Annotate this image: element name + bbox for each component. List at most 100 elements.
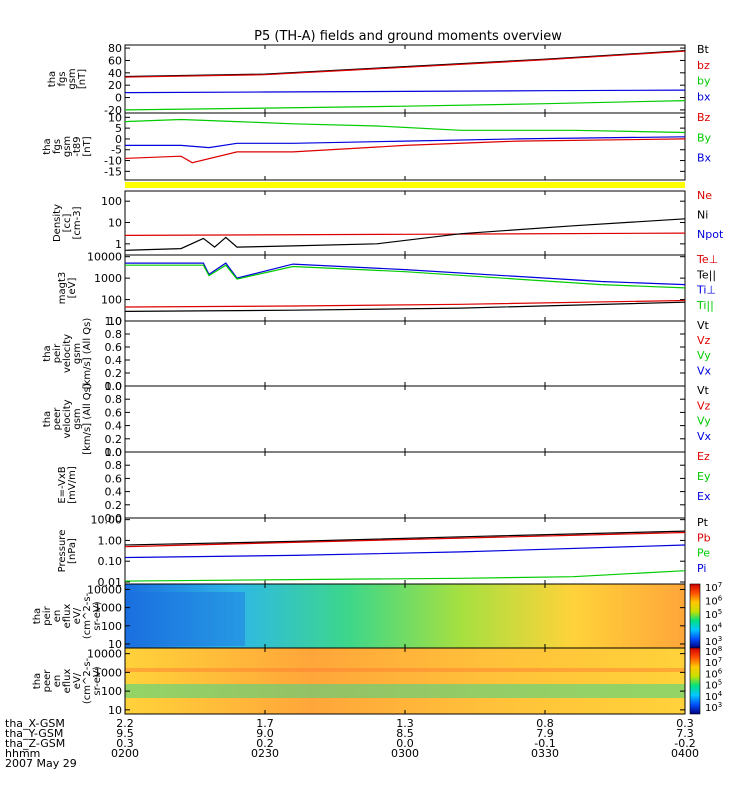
series-line-Ni (124, 218, 686, 251)
legend-label-Ex: Ex (697, 490, 711, 503)
legend-label-Ti⊥: Ti⊥ (696, 284, 716, 297)
y-tick-label: -10 (104, 155, 122, 168)
y-tick-label: 10 (108, 111, 122, 124)
y-axis-label-line: peir (52, 343, 63, 363)
y-axis-label-line: tha (32, 673, 43, 689)
y-tick-label: 0 (115, 133, 122, 146)
y-axis-label-line: fgs (57, 71, 68, 86)
y-tick-label: 1000 (94, 272, 122, 285)
y-tick-label: 60 (108, 54, 122, 67)
footer-value: 0300 (391, 747, 419, 760)
y-tick-label: 10000 (87, 251, 122, 264)
y-axis-label-line: eflux (62, 669, 73, 694)
footer-value: -0.2 (674, 737, 695, 750)
y-tick-label: 20 (108, 79, 122, 92)
y-tick-label: 0.0 (105, 512, 123, 525)
y-tick-label: 0.4 (105, 354, 123, 367)
y-axis-label-line: [nT] (77, 69, 88, 89)
panel-frame (124, 451, 686, 519)
y-axis-label-line: sr-eV) (92, 666, 103, 695)
footer-row-label: tha_X-GSM (5, 717, 65, 730)
legend-label-bx: bx (697, 90, 711, 103)
y-axis-label-line: tha (42, 411, 53, 427)
y-axis-label-line: en (52, 675, 63, 688)
y-tick-label: 0.8 (105, 393, 123, 406)
series-line-Pi (124, 544, 686, 559)
footer-value: 0.0 (396, 737, 414, 750)
legend-label-by: by (697, 75, 711, 88)
series-line-Ti|| (125, 264, 686, 289)
footer-value: 1.7 (256, 717, 274, 730)
footer-value: 0230 (251, 747, 279, 760)
y-tick-label: 0.2 (105, 433, 123, 446)
y-axis-label-line: eV/ (72, 607, 83, 624)
y-axis-label-line: gsm (72, 408, 83, 429)
colorbar-tick-label: 103 (705, 701, 722, 714)
legend-label-Pe: Pe (697, 547, 710, 560)
footer-value: 2.2 (116, 717, 134, 730)
legend-label-Ne: Ne (697, 189, 712, 202)
y-tick-label: 1.0 (105, 446, 123, 459)
y-tick-label: -5 (111, 144, 122, 157)
series-line-Bz (124, 138, 686, 164)
y-axis-label-line: eflux (62, 604, 73, 629)
footer-value: 0.3 (116, 737, 134, 750)
y-axis-label: tha peer en eflux eV/(cm^2-s-sr-eV) (32, 657, 103, 704)
y-axis-label-line: gsm (72, 343, 83, 364)
y-axis-label-line: gsm (67, 68, 78, 89)
y-axis-label-line: tha (47, 71, 58, 87)
y-axis-label-line: tha (42, 345, 53, 361)
y-tick-label: 10 (108, 704, 122, 717)
legend-label-Vy: Vy (697, 349, 711, 362)
series-line-Bx (125, 136, 686, 149)
legend-label-By: By (697, 131, 712, 144)
y-tick-label: 10000 (87, 583, 122, 596)
footer-ephemeris: tha_X-GSM 2.2 1.7 1.3 0.8 0.3 tha_Y-GSM 9.5 9.0 8… (5, 717, 699, 770)
y-axis-label-line: [cm-3] (72, 206, 83, 239)
y-tick-label: 0.8 (105, 328, 123, 341)
y-axis-label-line: (cm^2-s- (82, 592, 93, 639)
legend-label-Pi: Pi (697, 562, 706, 575)
y-tick-label: 1.0 (105, 315, 123, 328)
colorbar-tick-label: 104 (705, 622, 723, 635)
footer-value: 0200 (111, 747, 139, 760)
series-line-Te⊥ (124, 299, 686, 308)
colorbar-tick-label: 105 (705, 608, 722, 621)
y-tick-label: 0.4 (105, 420, 123, 433)
y-axis-label-line: (cm^2-s- (82, 657, 93, 704)
legend-label-Vz: Vz (697, 399, 711, 412)
y-tick-label: 10 (108, 315, 122, 328)
series-line-Ti⊥ (125, 262, 686, 286)
spectrogram-band (125, 668, 685, 672)
panel-temperature: 10 100 1000 10000 magt3 [eV] Te⊥ Te|| Ti⊥ Ti|| (57, 251, 718, 328)
series-line-bz (124, 50, 686, 78)
y-tick-label: 10.00 (91, 514, 123, 527)
y-tick-label: 1.0 (105, 380, 123, 393)
series-line-By (124, 118, 686, 134)
spectrogram-band (125, 592, 245, 646)
y-tick-label: 10 (108, 217, 122, 230)
panel-frame (124, 112, 686, 181)
y-tick-label: 0.8 (105, 459, 123, 472)
y-tick-label: 100 (101, 195, 122, 208)
y-axis-label: tha peer velocity gsm [km/s] (All Qs) (42, 383, 93, 455)
y-axis-label-line: peer (52, 407, 63, 431)
footer-value: 9.5 (116, 727, 134, 740)
y-tick-label: 1.00 (98, 534, 123, 547)
y-tick-label: 0.4 (105, 486, 123, 499)
y-tick-label: 80 (108, 42, 122, 55)
y-axis-label-line: velocity (62, 399, 73, 438)
chart-title: P5 (TH-A) fields and ground moments over… (254, 29, 562, 44)
y-axis-label-line: [nPa] (67, 538, 78, 564)
y-tick-label: 10000 (87, 648, 122, 661)
y-tick-label: 0.2 (105, 367, 123, 380)
y-tick-label: 100 (101, 294, 122, 307)
y-tick-label: 0.01 (98, 576, 123, 589)
legend-label-Te⊥: Te⊥ (696, 253, 718, 266)
series-line-Pb (124, 531, 686, 548)
series-line-Pe (124, 570, 686, 582)
colorbar (689, 583, 701, 649)
